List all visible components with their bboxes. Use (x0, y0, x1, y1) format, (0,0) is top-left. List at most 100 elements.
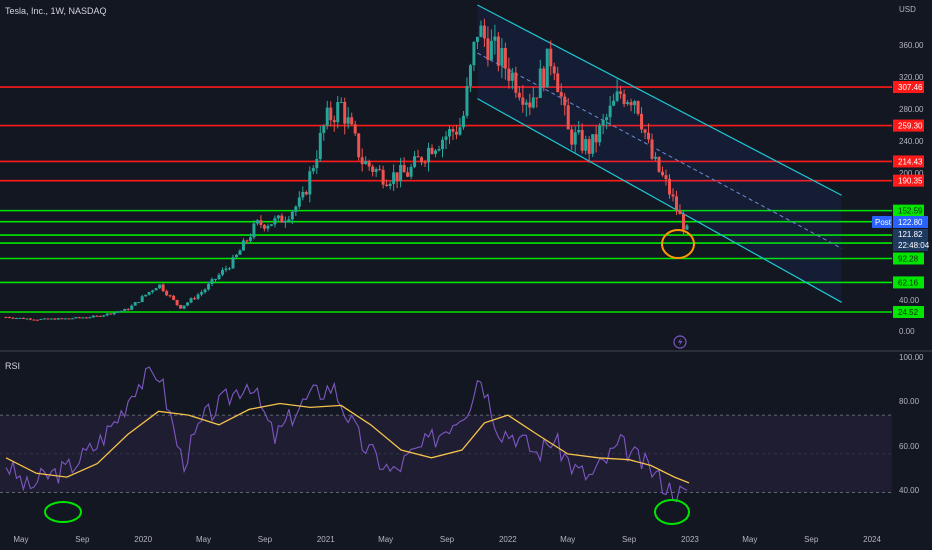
candle-body-190 (667, 178, 671, 195)
level-badge-bg-152.59 (893, 204, 924, 217)
candle-body-183 (643, 129, 647, 133)
candle-body-46 (165, 291, 169, 296)
candle-body-146 (514, 72, 518, 93)
candle-body-119 (420, 157, 424, 163)
candle-body-39 (140, 296, 144, 303)
price-tick-360.00: 360.00 (899, 41, 924, 50)
candle-body-69 (245, 240, 249, 242)
candle-body-142 (500, 48, 504, 66)
candle-body-55 (196, 294, 200, 299)
horizontal-levels (0, 86, 892, 313)
candle-body-122 (430, 147, 434, 154)
x-tick-8: 2022 (499, 535, 517, 544)
candle-body-48 (172, 295, 176, 300)
candle-body-79 (280, 215, 284, 223)
x-tick-2: 2020 (134, 535, 152, 544)
candle-body-67 (238, 250, 242, 255)
candle-body-6 (25, 318, 29, 320)
candle-body-59 (210, 279, 214, 284)
post-value-bg (893, 216, 928, 228)
candle-body-13 (49, 318, 53, 320)
candle-body-75 (266, 225, 270, 229)
level-badge-bg-62.16 (893, 276, 924, 289)
price-tick-40.00: 40.00 (899, 296, 920, 305)
candle-body-29 (105, 313, 109, 316)
candle-body-25 (91, 315, 95, 318)
candle-body-16 (60, 318, 64, 320)
candle-body-40 (144, 294, 148, 297)
candle-body-58 (207, 283, 211, 290)
candle-body-189 (664, 175, 668, 179)
candle-body-99 (350, 117, 354, 125)
candle-body-11 (42, 318, 46, 320)
candle-body-91 (322, 125, 326, 133)
candle-body-162 (570, 129, 574, 145)
candle-body-103 (364, 161, 368, 165)
lightning-icon-ring (673, 335, 687, 349)
candle-body-60 (214, 278, 218, 280)
candle-body-145 (510, 72, 514, 81)
price-tick-320.00: 320.00 (899, 73, 924, 82)
candle-body-54 (193, 298, 197, 300)
candle-body-2 (11, 317, 15, 319)
candle-body-123 (434, 150, 438, 154)
candle-body-143 (503, 48, 507, 69)
post-value: 122.80 (898, 218, 923, 227)
last-price-bg (893, 229, 928, 251)
candle-body-173 (608, 105, 612, 118)
candle-body-161 (566, 105, 570, 130)
candle-body-187 (657, 156, 661, 172)
x-tick-11: 2023 (681, 535, 699, 544)
candle-body-156 (549, 48, 553, 67)
candle-body-114 (402, 164, 406, 173)
candle-body-93 (329, 107, 333, 121)
candle-body-107 (378, 169, 382, 171)
candle-body-21 (77, 317, 81, 319)
candle-body-23 (84, 317, 88, 319)
candles (4, 18, 689, 321)
candle-body-120 (423, 162, 427, 164)
candle-body-150 (528, 102, 532, 108)
level-badge-24.52: 24.52 (898, 308, 919, 317)
candle-body-144 (507, 68, 511, 81)
highlight-circles (44, 229, 695, 525)
candle-body-117 (413, 156, 417, 167)
candle-body-174 (612, 100, 616, 106)
candle-body-41 (147, 291, 151, 295)
level-badge-92.28: 92.28 (898, 255, 919, 264)
candle-body-121 (427, 147, 431, 163)
candle-body-8 (32, 319, 36, 321)
candle-body-185 (650, 139, 654, 159)
candle-body-134 (472, 41, 476, 66)
level-badge-bg-259.30 (893, 119, 924, 132)
candle-body-137 (482, 25, 486, 39)
candle-body-82 (290, 211, 294, 220)
candle-body-76 (269, 224, 273, 226)
candle-body-78 (276, 215, 280, 219)
candle-body-108 (381, 169, 385, 185)
candle-body-155 (545, 48, 549, 88)
level-badge-bg-24.52 (893, 305, 924, 318)
candle-body-113 (399, 164, 403, 182)
candle-body-195 (685, 225, 689, 230)
candle-body-118 (416, 156, 420, 158)
candle-body-159 (559, 92, 563, 97)
candle-body-128 (451, 129, 455, 132)
candle-body-68 (241, 240, 245, 251)
symbol-legend[interactable]: Tesla, Inc., 1W, NASDAQ (5, 6, 107, 16)
candle-body-18 (67, 318, 71, 320)
candle-body-4 (18, 317, 22, 319)
candle-body-86 (304, 191, 308, 195)
candle-body-104 (367, 161, 371, 167)
channel-fill (477, 5, 842, 303)
price-tick-200.00: 200.00 (899, 169, 924, 178)
x-tick-10: Sep (622, 535, 637, 544)
countdown-value: 22:48:04 (898, 241, 930, 250)
candle-body-98 (346, 117, 350, 124)
candle-body-43 (154, 288, 158, 291)
candle-body-92 (325, 107, 329, 126)
candle-body-193 (678, 210, 682, 215)
candle-body-56 (200, 292, 204, 295)
x-tick-1: Sep (75, 535, 90, 544)
